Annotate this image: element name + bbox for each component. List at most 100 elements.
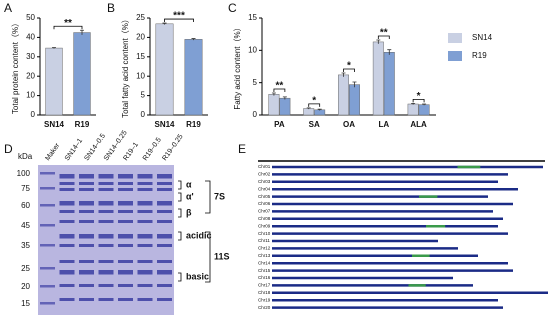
gel-band [118,244,133,247]
gel-band [40,302,55,305]
gel-band [79,182,94,185]
gel-band [137,174,153,179]
lane-label: SN14–1 [64,137,84,162]
band-bracket [178,231,182,241]
gel-band [79,201,94,206]
error-bar [422,103,427,106]
group-bracket [205,231,211,283]
significance-bracket [308,103,321,107]
marker-label: 75 [21,184,30,193]
error-bar [341,72,346,77]
gel-band [79,234,94,239]
error-bar [52,47,56,49]
chromosome-label: Chr02 [258,172,271,177]
gel-band [118,174,133,179]
gel-band [79,210,94,213]
gel-band [157,244,172,247]
band-bracket [178,192,182,202]
y-tick-label: 50 [26,13,35,22]
gel-band [157,182,172,185]
bar [407,103,419,116]
gel-band [137,284,153,287]
lane-label: Maker [44,142,61,162]
bar [349,84,360,116]
marker-label: 100 [17,169,31,178]
legend-label: R19 [472,51,487,60]
panel-label: C [228,1,237,15]
gel-band [59,201,75,206]
significance-bracket [273,88,286,93]
marker-label: 35 [21,241,30,250]
x-tick-label: ALA [410,120,427,129]
gel-band [59,234,75,239]
significance-label: ** [276,81,284,92]
group-bracket [205,180,211,214]
panel-label: D [4,142,13,156]
x-tick-label: SN14 [44,120,65,129]
bar [45,47,63,116]
error-bar [387,49,392,55]
y-axis-label: Total protein content（%） [11,19,20,114]
gel-band [59,244,75,247]
error-bar [191,38,196,41]
band-label: β [186,207,192,217]
gel-band [40,172,55,175]
gel-band [59,260,75,263]
band-label: α [186,179,192,189]
gel-unit: kDa [18,152,33,161]
panel-label: B [107,1,115,15]
y-axis-label: Total fatty acid content（%） [121,15,130,118]
y-tick-label: 20 [26,71,35,80]
band-bracket [178,180,182,190]
gel-band [118,188,133,191]
y-axis-label: Fatty acid content（%） [233,23,242,109]
chromosome-label: Chr19 [258,297,271,302]
significance-bracket [343,68,355,72]
x-tick-label: PA [274,120,285,129]
gel-band [98,298,114,301]
y-tick-label: 20 [136,33,145,42]
gel-band [79,220,94,223]
error-bar [376,39,381,44]
gel-band [98,188,114,191]
gel-band [137,220,153,223]
chromosome-label: Chr16 [258,275,271,280]
y-tick-label: 10 [248,45,257,54]
band-label: acidic [186,230,212,240]
lane-label: R19–0.5 [142,136,163,162]
bar [73,32,91,116]
bar [155,23,174,116]
gel-band [40,187,55,190]
gel-band [40,244,55,247]
gel-band [79,244,94,247]
y-tick-label: 10 [26,91,35,100]
gel-band [157,284,172,287]
gel-band [59,182,75,185]
chromosome-label: Chr06 [258,201,271,206]
marker-label: 45 [21,221,30,230]
gel-band [40,285,55,288]
gel-band [59,298,75,301]
band-label: α' [186,191,194,201]
significance-label: ** [64,18,72,29]
group-label: 11S [214,251,230,261]
lane-label: R19–1 [122,141,140,162]
gel-band [157,174,172,179]
y-tick-label: 10 [136,71,145,80]
gel-band [157,188,172,191]
chromosome-label: Chr08 [258,216,271,221]
gel-band [157,270,172,275]
gel-band [137,270,153,275]
gel-band [98,260,114,263]
error-bar [411,102,416,105]
marker-label: 60 [21,201,30,210]
y-tick-label: 0 [253,110,258,119]
bar [418,104,430,116]
band-bracket [178,272,182,282]
panel-label: A [4,1,12,15]
significance-bracket [164,18,194,23]
legend-swatch [448,33,462,43]
y-tick-label: 25 [136,13,145,22]
gel-band [98,182,114,185]
gel-band [157,210,172,213]
